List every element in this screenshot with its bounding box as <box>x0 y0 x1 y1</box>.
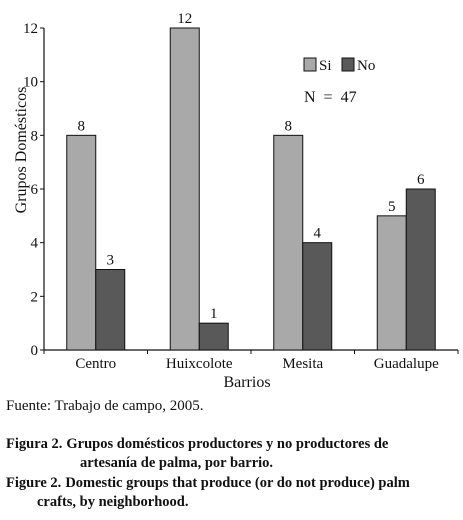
bar-no-mesita <box>302 242 333 351</box>
bar-si-guadalupe <box>376 215 407 351</box>
caption-text-es-line1: Grupos domésticos productores y no produ… <box>66 436 389 452</box>
figure-source: Fuente: Trabajo de campo, 2005. <box>6 398 204 414</box>
chart-tick-labels: 0 2 4 6 8 10 12 Centro Huixcolote Mesita Guadalupe <box>23 21 459 372</box>
x-axis-label: Barrios <box>223 374 270 391</box>
x-tick-label: Guadalupe <box>374 356 439 372</box>
figure-caption-spanish: Figura 2. Grupos domésticos productores y… <box>6 435 456 473</box>
legend-label-no: No <box>357 58 375 74</box>
caption-text-en-line1: Domestic groups that produce (or do not … <box>65 475 410 491</box>
legend-label-si: Si <box>319 58 332 74</box>
chart-legend: Si No <box>303 57 375 74</box>
figure-caption-english: Figure 2. Domestic groups that produce (o… <box>6 474 456 512</box>
y-tick-label: 2 <box>31 289 39 305</box>
x-tick-label: Huixcolote <box>166 356 233 372</box>
y-tick-label: 0 <box>31 343 39 359</box>
data-label: 8 <box>285 118 293 134</box>
legend-swatch-si <box>303 57 317 72</box>
bar-no-centro <box>95 269 126 351</box>
y-tick-label: 8 <box>31 128 39 144</box>
data-label: 8 <box>78 118 86 134</box>
chart-data-labels: 8 3 12 1 8 4 5 6 <box>78 11 426 322</box>
bar-no-guadalupe <box>405 188 436 351</box>
data-label: 4 <box>314 226 322 242</box>
caption-text-es-line2: artesanía de palma, por barrio. <box>80 455 274 471</box>
data-label: 6 <box>417 172 425 188</box>
data-label: 1 <box>210 306 218 322</box>
caption-text-en-line2: crafts, by neighborhood. <box>37 494 189 510</box>
caption-label-en: Figure 2. <box>6 475 62 491</box>
y-axis-label: Grupos Domésticos <box>13 87 30 214</box>
y-tick-label: 4 <box>31 236 39 252</box>
bar-si-centro <box>66 134 97 351</box>
data-label: 12 <box>177 11 192 27</box>
x-tick-label: Mesita <box>282 356 323 372</box>
chart-bars <box>66 27 436 351</box>
legend-swatch-no <box>341 57 355 72</box>
bar-si-huixcolote <box>169 27 200 351</box>
caption-label-es: Figura 2. <box>6 436 63 452</box>
x-tick-label: Centro <box>75 356 116 372</box>
y-tick-label: 10 <box>23 75 38 91</box>
bar-si-mesita <box>273 134 304 351</box>
sample-size-annotation: N = 47 <box>304 89 357 106</box>
bar-chart: 8 3 12 1 8 4 5 6 0 2 4 6 8 10 12 Centro Huixcolote Mesit… <box>13 11 459 391</box>
bar-no-huixcolote <box>198 322 229 351</box>
data-label: 3 <box>107 253 115 269</box>
y-tick-label: 12 <box>23 21 38 37</box>
y-tick-label: 6 <box>31 182 39 198</box>
data-label: 5 <box>388 199 396 215</box>
